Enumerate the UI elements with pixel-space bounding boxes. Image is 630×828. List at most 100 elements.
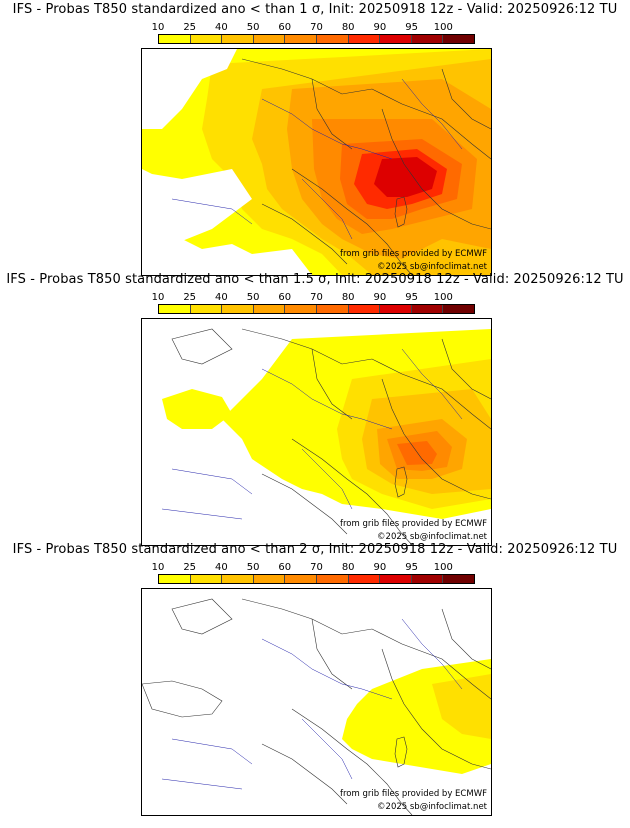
- probability-zone-10: [162, 389, 232, 429]
- country-border: [291, 438, 413, 545]
- colorbar-tick-label: 80: [341, 562, 355, 573]
- colorbar-segment: [253, 305, 286, 313]
- forecast-panel-2sigma: IFS - Probas T850 standardized ano < tha…: [0, 540, 630, 816]
- data-source-credit: from grib files provided by ECMWF: [340, 519, 487, 529]
- country-border: [441, 338, 491, 400]
- panel-title: IFS - Probas T850 standardized ano < tha…: [12, 2, 618, 17]
- river: [261, 638, 393, 700]
- country-border: [241, 328, 491, 430]
- colorbar-segment: [159, 575, 191, 583]
- colorbar-segment: [380, 305, 412, 313]
- colorbar-tick-label: 25: [183, 292, 197, 303]
- country-border: [261, 203, 348, 265]
- colorbar-segment: [443, 35, 474, 43]
- colorbar-tick-label: 10: [151, 562, 165, 573]
- river: [161, 508, 243, 520]
- country-border: [261, 473, 348, 535]
- data-source-credit: from grib files provided by ECMWF: [340, 249, 487, 259]
- probability-map: from grib files provided by ECMWF ©2025 …: [141, 318, 492, 546]
- probability-map: from grib files provided by ECMWF ©2025 …: [141, 588, 492, 816]
- colorbar-tick-label: 40: [215, 292, 228, 303]
- colorbar-segment: [285, 575, 317, 583]
- colorbar-segment: [190, 575, 223, 583]
- colorbar-segment: [190, 35, 223, 43]
- river: [401, 618, 463, 690]
- forecast-panel-1-5sigma: IFS - Probas T850 standardized ano < tha…: [0, 270, 630, 546]
- colorbar-segment: [411, 35, 444, 43]
- river: [401, 348, 463, 420]
- colorbar-tick-label: 10: [151, 292, 165, 303]
- colorbar-segment: [443, 305, 474, 313]
- colorbar-tick-label: 70: [310, 22, 323, 33]
- country-border: [381, 108, 491, 230]
- country-border: [441, 68, 491, 130]
- colorbar-segment: [316, 305, 349, 313]
- country-border: [381, 648, 491, 770]
- colorbar-segment: [285, 35, 317, 43]
- colorbar-tick-label: 100: [433, 562, 453, 573]
- probability-colorbar: [158, 304, 475, 314]
- colorbar-segment: [316, 35, 349, 43]
- colorbar-segment: [380, 35, 412, 43]
- colorbar-segment: [253, 575, 286, 583]
- colorbar-tick-label: 100: [433, 22, 453, 33]
- country-border: [291, 708, 413, 815]
- country-border: [311, 78, 353, 150]
- colorbar-tick-label: 50: [246, 562, 260, 573]
- colorbar-tick-label: 10: [151, 22, 165, 33]
- colorbar-tick-label: 40: [215, 562, 228, 573]
- coastline: [171, 598, 233, 635]
- colorbar-tick-label: 70: [310, 562, 323, 573]
- colorbar-tick-label: 95: [405, 292, 418, 303]
- river: [171, 738, 253, 765]
- colorbar-tick-label: 70: [310, 292, 323, 303]
- colorbar-segment: [222, 575, 254, 583]
- river: [161, 778, 243, 790]
- colorbar-tick-label: 95: [405, 22, 418, 33]
- colorbar-ticks: 10 25 40 50 60 70 80 90 95 100: [152, 562, 475, 574]
- island-corsica: [394, 736, 408, 768]
- colorbar-segment: [222, 35, 254, 43]
- colorbar-tick-label: 25: [183, 562, 197, 573]
- colorbar-tick-label: 95: [405, 562, 418, 573]
- island-corsica: [394, 466, 408, 498]
- colorbar-ticks: 10 25 40 50 60 70 80 90 95 100: [152, 22, 475, 34]
- country-border: [291, 168, 413, 275]
- country-border: [261, 743, 348, 805]
- probability-zone-25: [432, 674, 491, 739]
- colorbar-segment: [411, 575, 444, 583]
- colorbar-tick-label: 60: [278, 562, 292, 573]
- colorbar-tick-label: 60: [278, 22, 292, 33]
- colorbar-tick-label: 100: [433, 292, 453, 303]
- river: [301, 448, 353, 510]
- colorbar-segment: [159, 35, 191, 43]
- colorbar-tick-label: 50: [246, 292, 260, 303]
- coastline: [142, 680, 223, 718]
- colorbar-segment: [316, 575, 349, 583]
- river: [401, 78, 463, 150]
- colorbar-segment: [190, 305, 223, 313]
- coastline: [171, 328, 233, 365]
- colorbar-tick-label: 60: [278, 292, 292, 303]
- sea-area: [142, 169, 252, 254]
- probability-zone-90: [374, 157, 437, 197]
- colorbar-segment: [253, 35, 286, 43]
- colorbar-segment: [348, 305, 381, 313]
- country-border: [241, 58, 491, 160]
- colorbar-segment: [380, 575, 412, 583]
- panel-title: IFS - Probas T850 standardized ano < tha…: [6, 272, 624, 287]
- river: [171, 468, 253, 495]
- copyright-credit: ©2025 sb@infoclimat.net: [377, 262, 487, 272]
- river: [301, 718, 353, 780]
- colorbar-segment: [348, 35, 381, 43]
- country-border: [311, 348, 353, 420]
- colorbar-tick-label: 40: [215, 22, 228, 33]
- colorbar-tick-label: 80: [341, 292, 355, 303]
- colorbar-segment: [285, 305, 317, 313]
- country-border: [441, 608, 491, 670]
- probability-map: from grib files provided by ECMWF ©2025 …: [141, 48, 492, 276]
- colorbar-segment: [411, 305, 444, 313]
- colorbar-ticks: 10 25 40 50 60 70 80 90 95 100: [152, 292, 475, 304]
- river: [261, 368, 393, 430]
- copyright-credit: ©2025 sb@infoclimat.net: [377, 802, 487, 812]
